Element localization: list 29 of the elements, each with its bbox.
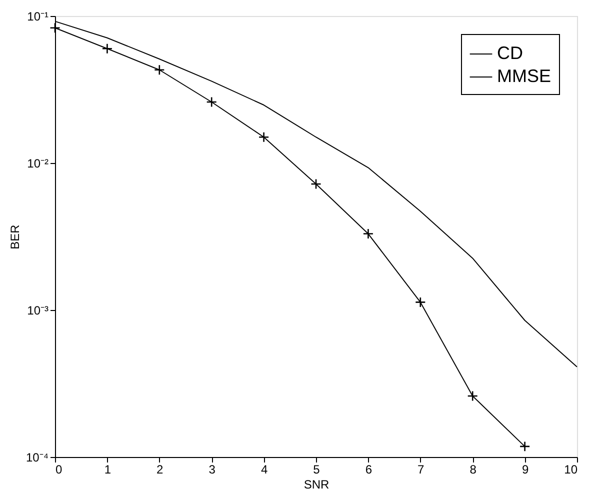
x-tick-label: 5 [313, 462, 320, 476]
x-tick-label: 9 [522, 462, 529, 476]
y-tick-label: 10⁻² [27, 156, 49, 170]
point [519, 441, 530, 452]
point [102, 43, 113, 54]
x-tick-label: 4 [260, 462, 268, 476]
y-tick-label: 10⁻³ [27, 304, 49, 318]
point [258, 132, 270, 143]
x-tick-label: 1 [104, 462, 112, 476]
y-axis-title: BER [8, 224, 22, 250]
point [415, 296, 426, 308]
point [310, 178, 322, 190]
point [206, 96, 217, 108]
point [154, 64, 165, 76]
x-axis-title: SNR [304, 478, 330, 492]
x-tick-label: 7 [418, 462, 425, 476]
x-tick-label: 2 [156, 462, 164, 476]
legend-label: CD [497, 43, 523, 63]
x-tick-label: 3 [208, 462, 216, 476]
x-tick-label: 0 [56, 462, 62, 476]
point [50, 22, 60, 34]
legend-label: MMSE [497, 66, 551, 86]
x-tick-label: 6 [365, 462, 372, 476]
point [467, 390, 478, 402]
y-tick-label: 10⁻¹ [27, 10, 49, 24]
y-tick-label: 10⁻⁴ [26, 450, 48, 464]
point [362, 228, 374, 240]
x-tick-label: 8 [470, 462, 477, 476]
x-tick-label: 10 [564, 462, 578, 476]
